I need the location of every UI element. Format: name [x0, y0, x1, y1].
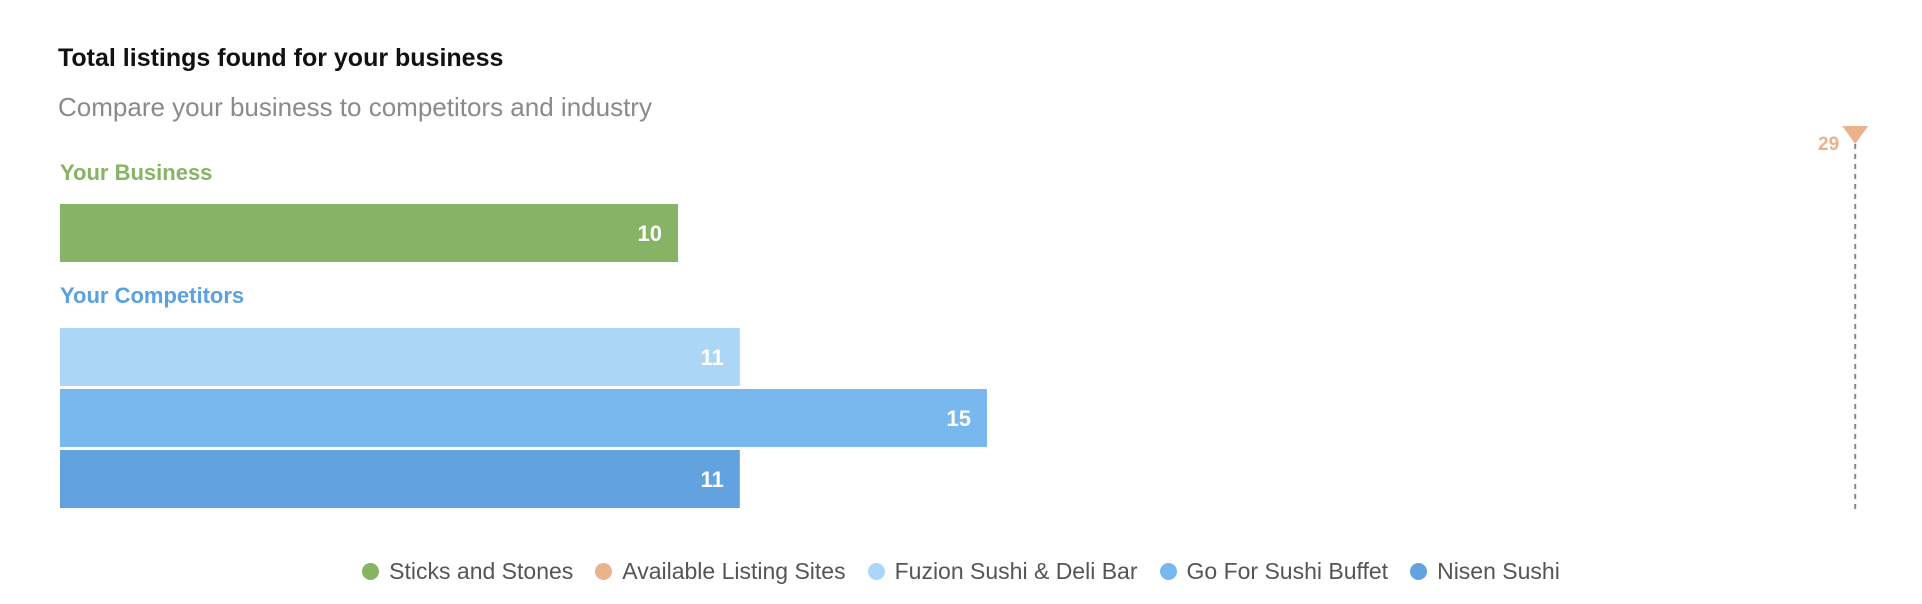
legend-swatch — [1410, 563, 1428, 580]
group-label-your-competitors: Your Competitors — [60, 283, 244, 308]
legend-item-sticks-and-stones[interactable]: Sticks and Stones — [362, 558, 573, 585]
chart-title: Total listings found for your business — [58, 44, 504, 72]
legend-item-fuzion-sushi[interactable]: Fuzion Sushi & Deli Bar — [867, 558, 1138, 585]
legend-swatch — [362, 563, 380, 580]
data-label-fuzion-sushi-deli-bar: 11 — [701, 345, 724, 370]
chart-legend: Sticks and Stones Available Listing Site… — [0, 558, 1922, 585]
bar-go-for-sushi-buffet — [60, 389, 987, 447]
data-label-go-for-sushi-buffet: 15 — [947, 406, 971, 431]
reference-value-label: 29 — [1818, 134, 1839, 155]
bar-fuzion-sushi-deli-bar — [60, 328, 740, 386]
bar-nisen-sushi — [60, 450, 740, 508]
legend-item-available-listing-sites[interactable]: Available Listing Sites — [595, 558, 846, 585]
legend-swatch — [1159, 563, 1177, 580]
group-label-your-business: Your Business — [60, 160, 212, 185]
legend-label: Available Listing Sites — [622, 558, 846, 584]
legend-label: Sticks and Stones — [389, 558, 574, 584]
reference-marker-icon — [1842, 126, 1869, 144]
bar-chart: Your Business 10 Your Competitors 11 15 11 29 — [60, 126, 1869, 512]
legend-item-go-for-sushi-buffet[interactable]: Go For Sushi Buffet — [1159, 558, 1389, 585]
legend-swatch — [867, 563, 885, 580]
legend-swatch — [595, 563, 613, 580]
legend-label: Nisen Sushi — [1437, 558, 1560, 584]
chart-subtitle: Compare your business to competitors and… — [58, 92, 652, 122]
data-label-nisen-sushi: 11 — [701, 467, 724, 492]
legend-item-nisen-sushi[interactable]: Nisen Sushi — [1410, 558, 1560, 585]
bar-sticks-and-stones — [60, 204, 678, 262]
data-label-sticks-and-stones: 10 — [638, 221, 662, 246]
legend-label: Go For Sushi Buffet — [1186, 558, 1389, 584]
legend-label: Fuzion Sushi & Deli Bar — [894, 558, 1138, 584]
